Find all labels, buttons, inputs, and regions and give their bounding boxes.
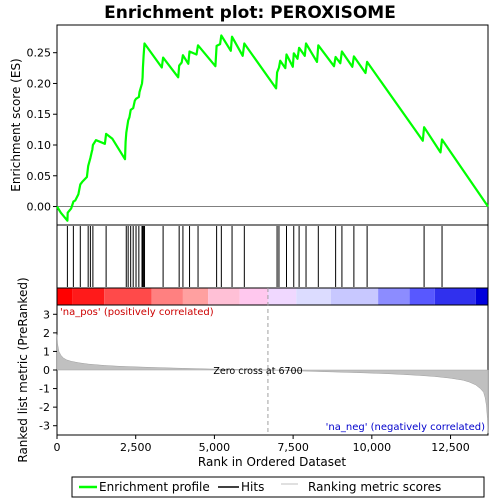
ranking-bar-segment xyxy=(330,288,379,305)
x-axis-label: Rank in Ordered Dataset xyxy=(198,455,346,469)
x-tick-label: 0 xyxy=(54,441,61,454)
ranking-color-bar xyxy=(56,287,489,306)
ranking-bar-segment xyxy=(239,288,268,305)
hits-panel-frame xyxy=(56,224,489,289)
metric-y-tick-label: 0 xyxy=(43,364,50,377)
ranking-bar-segment xyxy=(434,288,476,305)
x-tick-label: 2,500 xyxy=(120,441,152,454)
legend-metric-label: Ranking metric scores xyxy=(308,480,441,494)
ranking-bar-segment xyxy=(296,288,331,305)
metric-y-tick-label: 1 xyxy=(43,345,50,358)
x-tick-label: 10,000 xyxy=(353,441,392,454)
ranking-bar-segment xyxy=(208,288,240,305)
es-panel-frame xyxy=(56,24,489,226)
x-axis-ticks: 0 2,500 5,000 7,500 10,000 12,500 xyxy=(54,435,470,454)
legend-hits-label: Hits xyxy=(241,480,264,494)
metric-y-tick-label: 2 xyxy=(43,327,50,340)
metric-panel: -3 -2 -1 0 1 2 3 'na_pos' (positively correlat… xyxy=(16,277,489,463)
ranking-bar-segment xyxy=(409,288,435,305)
ranking-bar-segment xyxy=(57,288,73,305)
ranking-bar-segment xyxy=(182,288,209,305)
enrichment-profile-line xyxy=(56,34,489,222)
legend: Enrichment profile Hits Ranking metric s… xyxy=(71,476,485,498)
es-y-tick-label: 0.15 xyxy=(27,108,52,121)
ranking-bar-segment xyxy=(151,288,183,305)
x-tick-label: 7,500 xyxy=(277,441,309,454)
metric-y-ticks: -3 -2 -1 0 1 2 3 xyxy=(39,308,57,433)
metric-y-tick-label: -2 xyxy=(39,401,50,414)
es-y-axis-label: Enrichment score (ES) xyxy=(9,58,23,191)
hit-marks xyxy=(66,226,443,287)
chart-title: Enrichment plot: PEROXISOME xyxy=(104,3,396,23)
ranking-metric-area xyxy=(56,334,489,434)
ranking-bar-segment xyxy=(378,288,410,305)
legend-frame xyxy=(71,476,485,498)
metric-y-tick-label: 3 xyxy=(43,308,50,321)
pos-correlation-label: 'na_pos' (positively correlated) xyxy=(60,307,214,318)
x-tick-label: 5,000 xyxy=(199,441,231,454)
es-y-tick-label: 0.00 xyxy=(27,201,52,214)
ranking-bar-segment xyxy=(267,288,297,305)
es-y-tick-label: 0.25 xyxy=(27,47,52,60)
x-tick-label: 12,500 xyxy=(431,441,470,454)
neg-correlation-label: 'na_neg' (negatively correlated) xyxy=(326,422,485,433)
ranking-bar-segment xyxy=(72,288,105,305)
metric-y-tick-label: -1 xyxy=(39,383,50,396)
ranking-bar-segment xyxy=(104,288,152,305)
es-panel: 0.00 0.05 0.10 0.15 0.20 0.25 Enrichment scor… xyxy=(9,24,489,226)
ranking-bar-segments xyxy=(57,288,488,305)
es-y-ticks: 0.00 0.05 0.10 0.15 0.20 0.25 xyxy=(27,47,57,214)
legend-enrichment-label: Enrichment profile xyxy=(99,480,210,494)
es-y-tick-label: 0.05 xyxy=(27,170,52,183)
es-y-tick-label: 0.20 xyxy=(27,77,52,90)
zero-cross-label: Zero cross at 6700 xyxy=(213,366,302,377)
metric-y-axis-label: Ranked list metric (PreRanked) xyxy=(16,277,30,462)
es-y-tick-label: 0.10 xyxy=(27,139,52,152)
metric-y-tick-label: -3 xyxy=(39,420,50,433)
ranking-bar-segment xyxy=(475,288,488,305)
hits-panel xyxy=(56,224,489,289)
